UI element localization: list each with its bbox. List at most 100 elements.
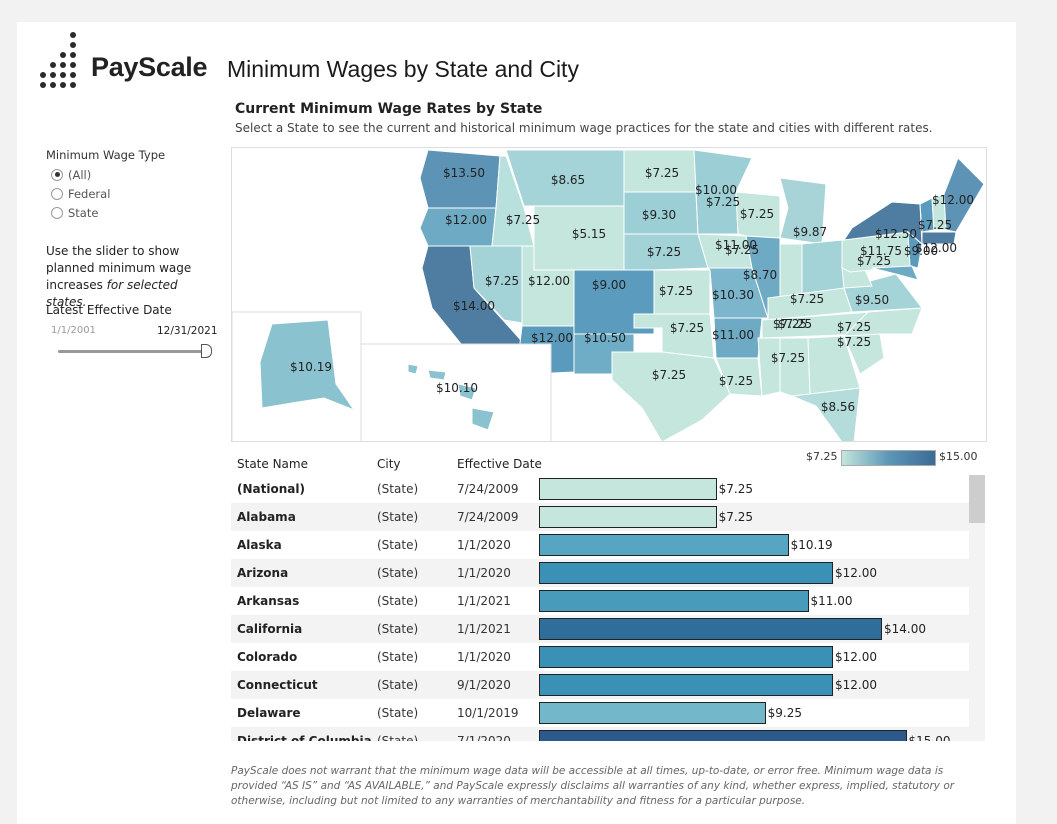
radio-label: (All) [68,167,92,182]
wage-bar[interactable] [539,478,717,500]
slider-help-emphasis: for selected states. [46,278,178,309]
state-alabama [779,337,811,397]
column-header-city: City [377,457,401,471]
radio-option-state[interactable]: State [51,204,98,221]
state-name-cell: California [237,622,303,636]
wage-bar-label: $12.00 [835,650,877,664]
effective-date-cell: 1/1/2021 [457,622,511,636]
state-nebraska [623,233,709,271]
map-price-label: $9.87 [793,225,827,239]
city-cell: (State) [377,706,419,720]
wage-bar[interactable] [539,730,907,741]
state-hawaii [407,363,419,375]
table-row[interactable]: Alabama (State) 7/24/2009 $7.25 [231,503,969,531]
page-title: Minimum Wages by State and City [227,56,579,82]
wage-bar-label: $12.00 [835,678,877,692]
state-massachusetts [921,231,957,245]
payscale-logo: PayScale [35,32,215,90]
map-price-label: $7.25 [740,207,774,221]
dashboard: PayScale Minimum Wages by State and City… [17,22,1016,824]
hawaii-inset-border [360,343,552,441]
effective-date-cell: 1/1/2020 [457,538,511,552]
map-price-label: $9.00 [904,244,938,258]
state-maryland [871,265,919,281]
city-cell: (State) [377,678,419,692]
wage-bar[interactable] [539,618,882,640]
wage-bar[interactable] [539,506,717,528]
map-price-label: $7.25 [506,213,540,227]
hawaii-island-2 [427,369,447,381]
state-name-cell: Delaware [237,706,301,720]
hawaii-island-3 [457,383,477,401]
wage-bar[interactable] [539,534,789,556]
state-maine [943,157,985,233]
map-price-label: $7.25 [773,317,807,331]
map-price-label: $7.25 [837,335,871,349]
city-cell: (State) [377,538,419,552]
table-row[interactable]: Arkansas (State) 1/1/2021 $11.00 [231,587,969,615]
state-name-cell: (National) [237,482,305,496]
state-texas [611,351,731,441]
map-price-label: $11.75 [860,244,902,258]
wage-bar[interactable] [539,590,809,612]
map-price-label: $9.50 [855,293,889,307]
color-legend [841,450,936,466]
map-price-label: $14.00 [453,299,495,313]
effective-date-cell: 1/1/2020 [457,566,511,580]
radio-option-all[interactable]: (All) [51,166,91,183]
map-price-label: $7.25 [771,351,805,365]
wage-table[interactable]: (National) (State) 7/24/2009 $7.25 Alabama (S… [231,475,969,741]
chart-subtitle: Select a State to see the current and hi… [235,121,933,135]
slider-label: Latest Effective Date [46,303,172,317]
map-price-label: $12.00 [528,274,570,288]
state-shapes[interactable] [232,149,985,442]
wage-bar[interactable] [539,646,833,668]
wage-bar[interactable] [539,562,833,584]
table-row[interactable]: Colorado (State) 1/1/2020 $12.00 [231,643,969,671]
radio-option-federal[interactable]: Federal [51,185,110,202]
date-slider-track[interactable] [58,350,204,353]
map-price-label: $12.00 [531,331,573,345]
state-name-cell: Alabama [237,510,296,524]
state-name-cell: Alaska [237,538,282,552]
state-name-cell: Arkansas [237,594,300,608]
wage-bar[interactable] [539,674,833,696]
state-mississippi [757,337,781,397]
city-cell: (State) [377,566,419,580]
column-header-date: Effective Date [457,457,542,471]
table-row[interactable]: Arizona (State) 1/1/2020 $12.00 [231,559,969,587]
wage-bar-label: $14.00 [884,622,926,636]
wage-bar-label: $7.25 [718,510,753,524]
table-row[interactable]: (National) (State) 7/24/2009 $7.25 [231,475,969,503]
map-price-label: $9.30 [642,208,676,222]
effective-date-cell: 7/24/2009 [457,510,519,524]
wage-bar-label: $10.19 [790,538,833,552]
slider-max-label: 12/31/2021 [157,325,218,337]
column-header-state: State Name [237,457,308,471]
map-price-labels: $13.50 $8.65 $7.25$10.00$12.00 $7.25$5.15$9… [290,166,974,414]
map-price-label: $8.56 [821,400,855,414]
state-name-cell: Arizona [237,566,289,580]
map-price-label: $7.25 [670,321,704,335]
table-row[interactable]: District of Columbia (State) 7/1/2020 $15.0… [231,727,969,741]
effective-date-cell: 9/1/2020 [457,678,511,692]
date-slider-handle[interactable] [201,344,212,358]
disclaimer: PayScale does not warrant that the minim… [231,765,955,807]
state-alaska [259,319,356,412]
table-row[interactable]: Alaska (State) 1/1/2020 $10.19 [231,531,969,559]
table-scrollbar[interactable] [969,475,985,741]
table-row[interactable]: Delaware (State) 10/1/2019 $9.25 [231,699,969,727]
scrollbar-thumb[interactable] [969,475,985,523]
map-price-label: $7.25 [857,254,891,268]
us-map[interactable]: $13.50 $8.65 $7.25 $10.00 $12.00 $7.25 $5.15 $9… [231,147,987,442]
table-row[interactable]: California (State) 1/1/2021 $14.00 [231,615,969,643]
map-price-label: $7.25 [837,320,871,334]
effective-date-cell: 7/24/2009 [457,482,519,496]
map-price-label: $7.25 [485,274,519,288]
effective-date-cell: 10/1/2019 [457,706,519,720]
state-michigan [779,177,827,245]
wage-bar[interactable] [539,702,766,724]
map-price-label: $12.00 [445,213,487,227]
effective-date-cell: 7/1/2020 [457,734,511,741]
table-row[interactable]: Connecticut (State) 9/1/2020 $12.00 [231,671,969,699]
